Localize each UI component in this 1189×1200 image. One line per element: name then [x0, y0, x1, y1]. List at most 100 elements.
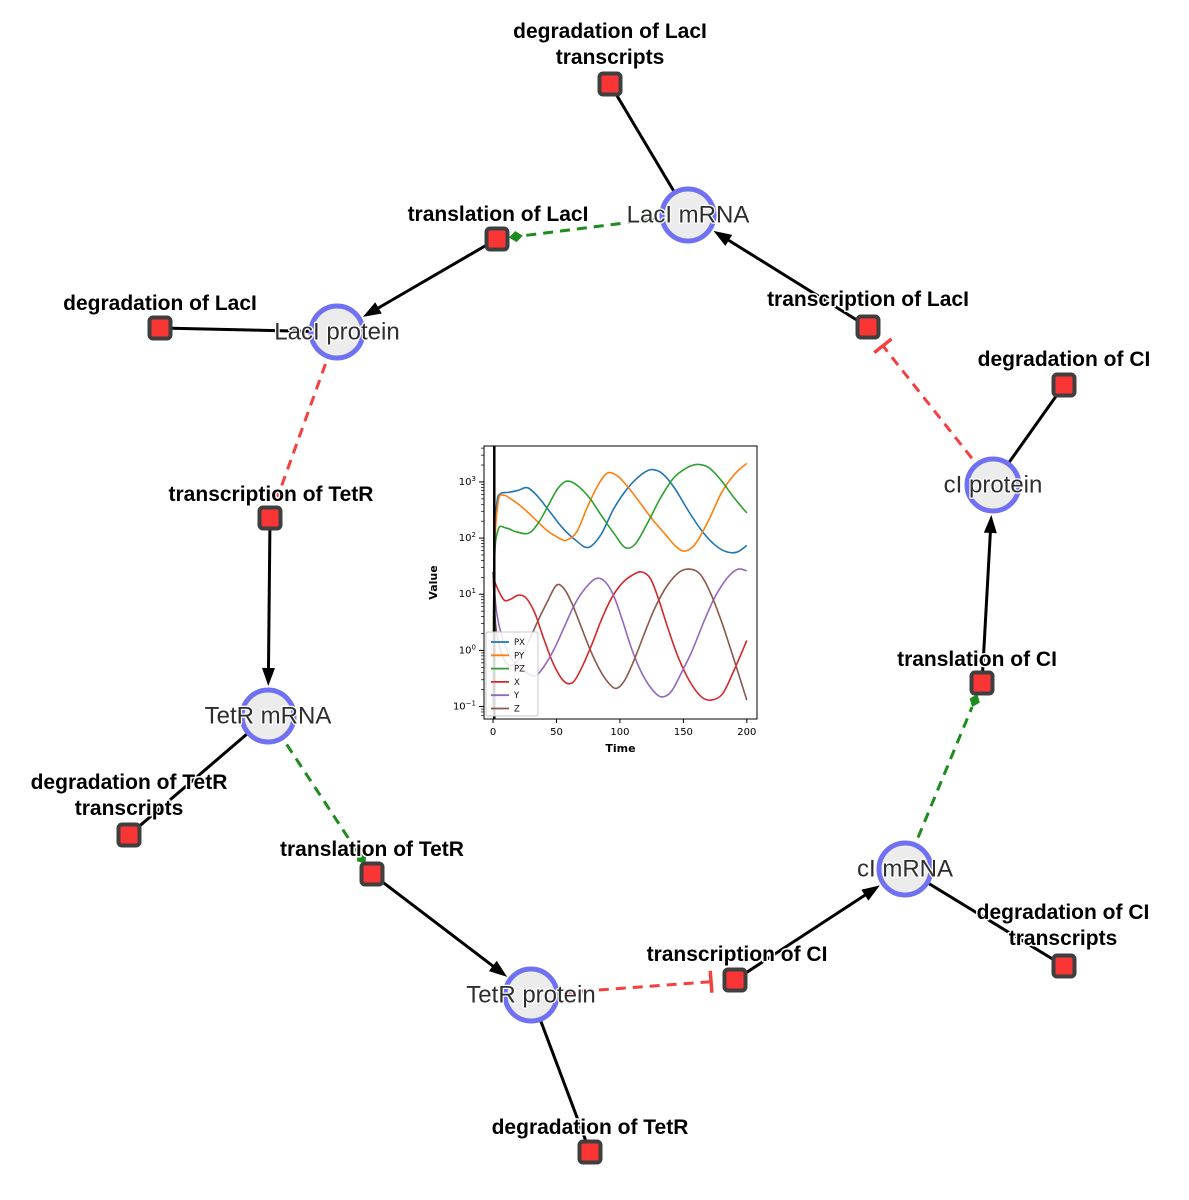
edge-cI_mRNA-transl_cI [903, 694, 980, 870]
series-line-PZ [492, 463, 748, 713]
legend-box [485, 631, 539, 717]
species-label-lacI_protein: LacI protein [274, 319, 399, 346]
inhibition-tee-icon [873, 337, 893, 355]
species-label-lacI_mRNA: LacI mRNA [627, 202, 750, 229]
reaction-label-line: transcription of TetR [169, 483, 374, 506]
reaction-label-deg_tetR_tx: degradation of TetR transcripts [31, 771, 228, 820]
series-line-PX [492, 468, 748, 713]
reaction-label-transl_lacI: translation of LacI [408, 203, 589, 226]
reaction-label-deg_cI: degradation of CI [978, 348, 1151, 371]
reaction-label-line: degradation of CI [978, 348, 1151, 371]
legend-label-Y: Y [513, 691, 520, 701]
series-line-PY [492, 462, 748, 713]
legend-label-PY: PY [514, 651, 525, 661]
legend-label-Z: Z [514, 705, 520, 715]
reaction-node-tx_tetR[interactable] [257, 505, 283, 531]
edge-lacI_protein-tx_tetR [267, 331, 339, 501]
edge-transl_tetR-tetR_protein [371, 872, 508, 977]
species-node-lacI_mRNA[interactable] [659, 186, 717, 244]
reaction-label-line: transcripts [1009, 927, 1118, 950]
edge-cI_protein-tx_lacI [873, 337, 995, 486]
plot-border [483, 445, 758, 720]
reaction-node-tx_cI[interactable] [722, 967, 748, 993]
edge-transl_cI-cI_protein [980, 514, 997, 684]
arrowhead-icon [713, 230, 733, 246]
reaction-node-transl_cI[interactable] [969, 670, 995, 696]
y-tick-label: 103 [459, 475, 476, 488]
species-node-cI_protein[interactable] [964, 456, 1022, 514]
species-node-tetR_mRNA[interactable] [239, 687, 297, 745]
arrowhead-icon [861, 885, 880, 901]
reaction-node-transl_lacI[interactable] [484, 226, 510, 252]
reaction-label-line: transcripts [556, 46, 665, 69]
species-node-cI_mRNA[interactable] [876, 840, 934, 898]
x-tick-label: 100 [610, 727, 629, 738]
reaction-node-transl_tetR[interactable] [359, 861, 385, 887]
reaction-label-deg_cI_tx: degradation of CI transcripts [977, 901, 1150, 950]
y-tick-label: 10−1 [453, 700, 476, 713]
chart-legend: PX PY PZ XYZ [485, 631, 539, 717]
reaction-label-line: translation of TetR [280, 838, 464, 861]
species-label-cI_mRNA: cI mRNA [857, 856, 953, 883]
edge-lacI_mRNA-transl_lacI [508, 213, 689, 243]
species-label-cI_protein: cI protein [944, 472, 1043, 499]
reaction-label-line: transcripts [75, 797, 184, 820]
reaction-label-tx_tetR: transcription of TetR [169, 483, 374, 506]
edge-tx_lacI-lacI_mRNA [713, 230, 869, 329]
edge-tx_tetR-tetR_mRNA [261, 517, 275, 687]
reaction-label-transl_tetR: translation of TetR [280, 838, 464, 861]
inhibition-tee-icon [267, 490, 290, 501]
arrowhead-icon [983, 514, 997, 534]
reaction-node-deg_lacI[interactable] [147, 315, 173, 341]
nodes-layer [116, 71, 1077, 1165]
reaction-node-deg_cI_tx[interactable] [1051, 953, 1077, 979]
reaction-node-deg_cI[interactable] [1051, 372, 1077, 398]
reaction-label-line: degradation of CI [977, 901, 1150, 924]
reaction-node-deg_tetR[interactable] [577, 1139, 603, 1165]
arrowhead-icon [488, 960, 508, 977]
legend-label-X: X [514, 678, 520, 688]
x-tick-label: 50 [550, 727, 563, 738]
edge-tx_cI-cI_mRNA [734, 885, 880, 982]
x-tick-label: 200 [737, 727, 756, 738]
species-node-lacI_protein[interactable] [308, 303, 366, 361]
edge-tetR_mRNA-deg_tetR_tx [128, 714, 269, 837]
y-tick-label: 102 [459, 531, 476, 544]
reaction-node-deg_tetR_tx[interactable] [116, 822, 142, 848]
series-line-X [492, 570, 748, 702]
x-tick-label: 0 [490, 727, 496, 738]
modifier-arrowhead-icon [508, 231, 523, 243]
reaction-label-line: translation of LacI [408, 203, 589, 226]
reaction-label-line: degradation of TetR [492, 1116, 689, 1139]
y-tick-label: 100 [459, 643, 476, 656]
arrowhead-icon [261, 667, 275, 687]
reaction-label-line: degradation of TetR [31, 771, 228, 794]
reaction-label-line: degradation of LacI [63, 292, 257, 315]
species-label-tetR_protein: TetR protein [466, 982, 595, 1009]
modifier-arrowhead-icon [356, 852, 367, 864]
inhibition-tee-icon [708, 970, 714, 993]
arrowhead-icon [362, 302, 382, 317]
reaction-label-line: transcription of LacI [767, 288, 969, 311]
modifier-arrowhead-icon [969, 694, 980, 708]
edge-tetR_mRNA-transl_tetR [266, 715, 367, 864]
labels-layer: LacI mRNA LacI protein TetR mRNA TetR prote… [29, 19, 1152, 1141]
species-node-tetR_protein[interactable] [502, 966, 560, 1024]
x-axis-label: Time [605, 742, 635, 755]
legend-label-PX: PX [514, 638, 525, 648]
y-axis-label: Value [427, 565, 440, 599]
reaction-label-tx_cI: transcription of CI [647, 943, 828, 966]
reaction-label-deg_lacI: degradation of LacI [63, 292, 257, 315]
edge-transl_lacI-lacI_protein [362, 237, 498, 317]
reaction-node-deg_lacI_tx[interactable] [597, 71, 623, 97]
legend-label-PZ: PZ [514, 665, 525, 675]
edge-lacI_protein-deg_lacI [159, 326, 338, 334]
reaction-label-transl_cI: translation of CI [897, 648, 1057, 671]
reaction-label-line: translation of CI [897, 648, 1057, 671]
edge-cI_mRNA-deg_cI_tx [904, 867, 1065, 968]
reaction-label-line: degradation of LacI [513, 20, 707, 43]
reaction-node-tx_lacI[interactable] [855, 314, 881, 340]
edge-tetR_protein-tx_cI [530, 970, 714, 997]
